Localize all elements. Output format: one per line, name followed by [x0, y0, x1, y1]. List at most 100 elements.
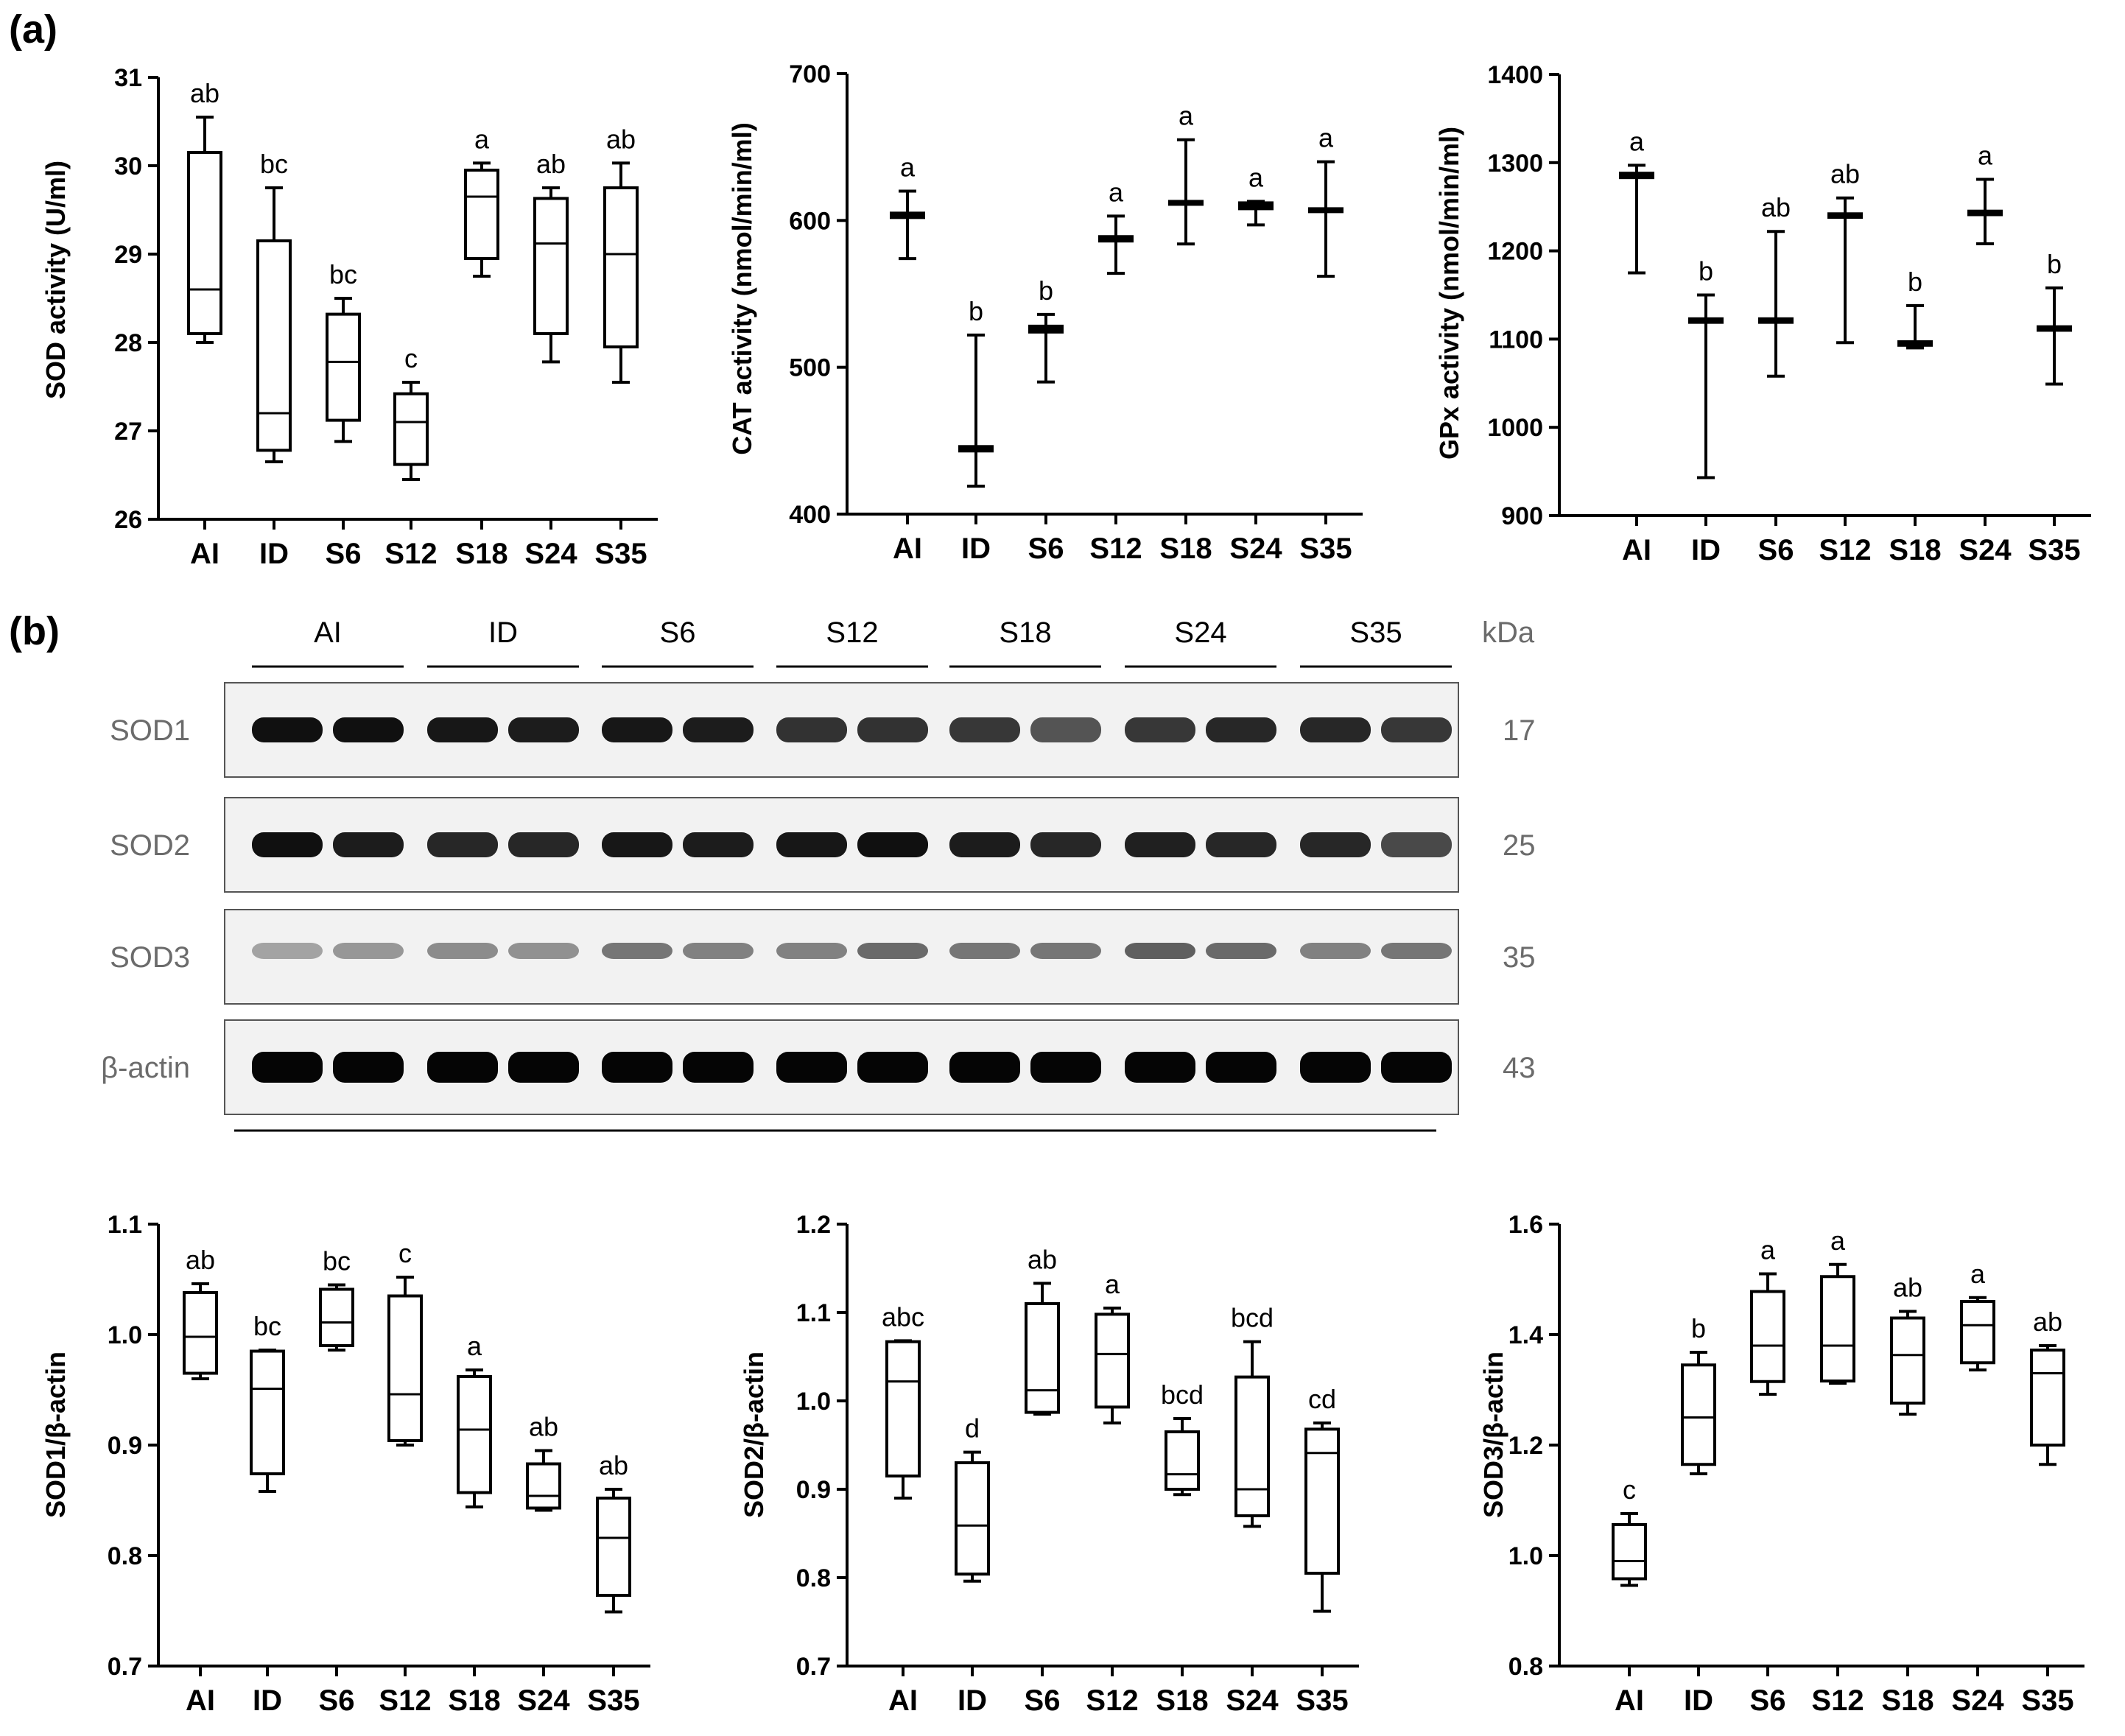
blot-band: [333, 832, 404, 857]
x-tick-label: S6: [1028, 533, 1064, 565]
blot-row-label: β-actin: [101, 1052, 190, 1084]
blot-band: [602, 943, 672, 959]
blot-band: [252, 943, 323, 959]
significance-label: ab: [529, 1412, 558, 1442]
box: [1960, 1300, 1995, 1365]
y-tick-label: 0.7: [796, 1653, 831, 1681]
blot-group-label: S35: [1349, 616, 1402, 649]
blot-band: [1125, 1052, 1195, 1083]
box: [250, 1349, 285, 1475]
significance-label: a: [1978, 141, 1993, 171]
x-tick-label: S6: [326, 538, 362, 570]
y-tick-label: 1.0: [1508, 1542, 1543, 1570]
blot-band: [1381, 1052, 1452, 1083]
blot-band: [857, 717, 928, 742]
blot-band: [427, 717, 498, 742]
blot-band: [602, 1052, 672, 1083]
blot-band: [1381, 832, 1452, 857]
box: [1820, 1275, 1855, 1382]
x-tick-label: S18: [1156, 1684, 1208, 1717]
box: [183, 1291, 218, 1375]
blot-band: [776, 832, 847, 857]
blot-row-label: SOD2: [110, 829, 190, 862]
y-tick-label: 1.1: [108, 1211, 142, 1239]
x-tick-label: S12: [379, 1684, 431, 1717]
significance-label: b: [1699, 256, 1713, 287]
blot-band: [508, 717, 579, 742]
blot-band: [949, 832, 1020, 857]
significance-label: abc: [882, 1301, 924, 1332]
y-tick-label: 31: [114, 64, 142, 92]
box: [885, 1340, 921, 1477]
western-blot: AI ID S6 S12 S18 S24 S35 SOD1 17 SOD2 25 SOD3 35 β-a…: [101, 616, 1536, 1132]
x-tick-label: ID: [1684, 1684, 1713, 1717]
significance-label: b: [2047, 249, 2062, 279]
blot-row: β-actin 43: [101, 1019, 1536, 1115]
significance-label: c: [404, 343, 418, 373]
significance-label: b: [1691, 1313, 1706, 1343]
blot-band: [949, 717, 1020, 742]
y-tick-label: 700: [789, 60, 831, 88]
box: [955, 1461, 990, 1576]
blot-band: [683, 832, 754, 857]
y-tick-label: 1.2: [1508, 1432, 1543, 1460]
blot-kda-value: 35: [1503, 941, 1536, 974]
x-tick-label: S6: [1750, 1684, 1786, 1717]
box: [1612, 1523, 1647, 1581]
significance-label: bcd: [1161, 1380, 1204, 1410]
y-tick-label: 1.0: [108, 1321, 142, 1349]
x-tick-label: AI: [1615, 1684, 1644, 1717]
box: [387, 1294, 423, 1442]
blot-band: [776, 943, 847, 959]
kda-label: kDa: [1482, 616, 1535, 649]
blot-row: SOD2 25: [110, 797, 1536, 893]
box: [2030, 1349, 2065, 1447]
x-tick-label: S24: [1229, 533, 1282, 565]
blot-kda-value: 17: [1503, 714, 1536, 747]
y-tick-label: 28: [114, 329, 142, 357]
x-tick-label: S35: [2028, 534, 2080, 566]
y-tick-label: 0.7: [108, 1653, 142, 1681]
box: [1750, 1290, 1785, 1383]
blot-band: [252, 717, 323, 742]
blot-band: [427, 1052, 498, 1083]
significance-label: a: [1318, 123, 1334, 153]
significance-label: cd: [1308, 1384, 1336, 1414]
blot-band: [1206, 717, 1276, 742]
blot-band: [252, 1052, 323, 1083]
significance-label: bcd: [1231, 1303, 1274, 1333]
y-tick-label: 1400: [1487, 61, 1543, 89]
x-tick-label: AI: [190, 538, 219, 570]
box: [457, 1375, 492, 1494]
sod3-ratio-chart: SOD3/β-actin 0.8 1.0 1.2 1.4 1.6 AI c ID b S6 a S12…: [1478, 1211, 2084, 1717]
y-tick-label: 26: [114, 506, 142, 534]
y-axis-label: SOD2/β-actin: [739, 1352, 769, 1518]
significance-label: ab: [190, 78, 219, 108]
y-axis-label: SOD activity (U/ml): [41, 161, 71, 399]
blot-band: [508, 1052, 579, 1083]
significance-label: bc: [323, 1246, 351, 1276]
significance-label: ab: [1028, 1244, 1057, 1274]
significance-label: a: [1179, 101, 1194, 131]
x-tick-label: S12: [1819, 534, 1871, 566]
box: [464, 169, 499, 260]
significance-label: a: [1248, 162, 1264, 192]
blot-group-label: S18: [999, 616, 1051, 649]
y-tick-label: 0.9: [796, 1476, 831, 1504]
box: [1095, 1312, 1130, 1409]
cat-activity-chart: CAT activity (nmol/min/ml) 400 500 600 700 A…: [727, 60, 1363, 565]
x-tick-label: S18: [1159, 533, 1212, 565]
x-tick-label: S6: [1025, 1684, 1061, 1717]
blot-row-label: SOD1: [110, 714, 190, 747]
blot-group-label: S6: [660, 616, 696, 649]
blot-band: [1125, 943, 1195, 959]
panel-a-label: (a): [9, 7, 57, 52]
y-tick-label: 1100: [1489, 326, 1543, 354]
box: [326, 312, 361, 422]
significance-label: bc: [260, 149, 288, 179]
blot-band: [427, 943, 498, 959]
box: [603, 186, 639, 348]
y-tick-label: 1.2: [796, 1211, 831, 1239]
blot-band: [1030, 943, 1101, 959]
significance-label: bc: [253, 1311, 281, 1341]
